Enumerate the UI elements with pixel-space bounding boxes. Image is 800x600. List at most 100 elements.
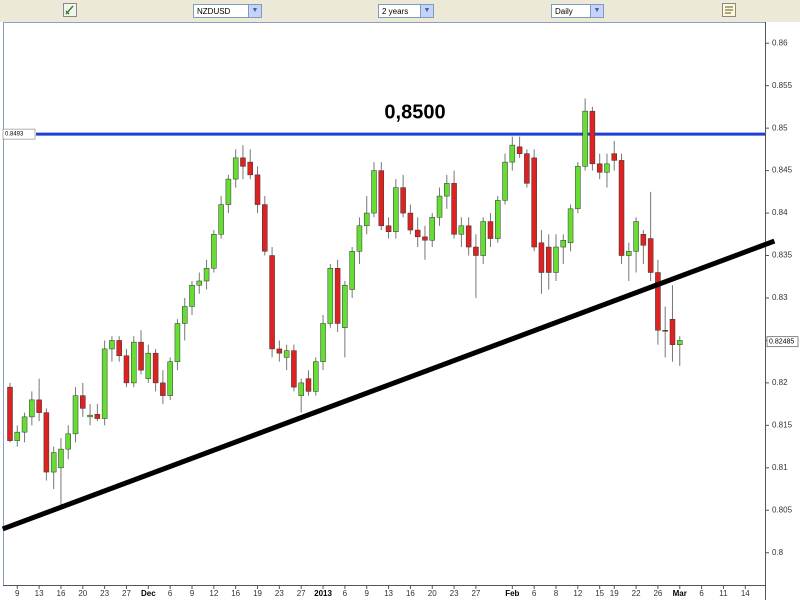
x-tick-label: 23 [100,589,109,598]
x-tick-label: Feb [505,589,519,598]
x-tick-label: 23 [450,589,459,598]
candle-body [626,251,632,256]
x-tick-label: 22 [632,589,641,598]
candle-body [502,161,508,201]
dropdown-arrow: ▼ [248,5,261,17]
candle-body [473,246,479,256]
x-tick-label: 27 [122,589,131,598]
symbol-select[interactable]: NZDUSD ▼ [193,4,262,18]
y-tick-label: 0.84 [772,208,788,217]
candle-body [29,399,35,418]
x-tick-label: 8 [554,589,559,598]
candle-body [72,395,79,435]
candle-body [378,170,385,227]
x-tick-label: 27 [297,589,306,598]
candle-body [313,361,319,392]
candle-body [152,352,159,384]
candle-body [451,183,457,235]
x-tick-label: 16 [231,589,240,598]
candle-body [232,157,239,180]
candle-body [677,340,683,345]
candle-body [429,217,435,241]
x-tick-label: 20 [78,589,87,598]
y-tick-label: 0.815 [772,420,793,429]
candle-body [509,144,516,163]
x-tick-label: 2013 [314,589,332,598]
dropdown-arrow: ▼ [590,5,603,17]
last-price-label: 0.82485 [769,339,794,346]
annotation: 0,8500 [384,101,445,123]
y-tick-label: 0.8 [772,548,784,557]
candle-body [524,153,530,184]
candle-body [480,221,486,256]
candle-body [582,110,588,167]
candle-body [298,382,304,396]
y-tick-label: 0.845 [772,166,793,175]
draw-tool-icon[interactable] [63,3,77,17]
x-tick-label: 19 [253,589,262,598]
symbol-text: NZDUSD [197,7,231,16]
candle-body [407,212,414,231]
candle-body [371,170,377,214]
candle-body [181,306,188,324]
x-tick-label: 14 [741,589,750,598]
x-tick-label: Mar [673,589,687,598]
candle-body [50,452,57,473]
x-tick-label: 13 [35,589,44,598]
candle-body [334,268,341,324]
candle-body [211,234,217,269]
candle-body [291,350,297,388]
candle-body [189,284,195,307]
candle-body [276,348,283,354]
interval-select[interactable]: Daily ▼ [551,4,604,18]
level-label-box [2,128,36,140]
candle-body [393,187,399,232]
x-tick-label: 9 [15,589,20,598]
y-tick-label: 0.81 [772,463,788,472]
candle-body [131,341,137,384]
chart: 0,8500 0.80.8050.810.8150.820.8250.830.8… [0,22,800,600]
candle-body [516,146,523,154]
dropdown-arrow: ▼ [420,5,433,17]
settings-icon[interactable] [722,3,736,17]
x-tick-label: 16 [406,589,415,598]
candle-body [225,178,232,205]
trend-line [1,238,776,532]
x-tick-label: 6 [532,589,537,598]
candle-body [342,284,348,328]
candle-body [662,329,668,332]
candle-body [538,242,545,273]
candle-body [531,157,537,248]
candle-body [495,200,501,239]
candle-body [669,318,676,345]
x-tick-label: 11 [719,589,728,598]
candle-body [116,340,122,356]
x-tick-label: Dec [141,589,156,598]
y-tick-label: 0.86 [772,38,788,47]
candle-body [356,225,363,252]
candle-body [65,433,71,450]
x-tick-label: 16 [57,589,66,598]
candle-body [436,195,443,218]
candle-body [145,352,152,379]
x-tick-label: 6 [699,589,704,598]
candle-body [647,238,654,273]
candle-body [327,268,334,324]
candle-body [196,280,203,286]
candle-body [43,412,50,473]
x-tick-label: 20 [428,589,437,598]
candle-body [422,236,428,241]
candle-body [174,323,181,362]
y-tick-label: 0.855 [772,81,793,90]
candle-body [94,414,101,419]
y-tick-label: 0.82 [772,378,788,387]
candle-body [487,221,494,239]
candle-body [458,225,465,235]
x-tick-label: 12 [209,589,218,598]
candle-body [465,225,472,248]
candle-body [567,208,574,244]
candle-body [349,251,355,290]
period-select[interactable]: 2 years ▼ [378,4,434,18]
candle-body [640,234,647,246]
